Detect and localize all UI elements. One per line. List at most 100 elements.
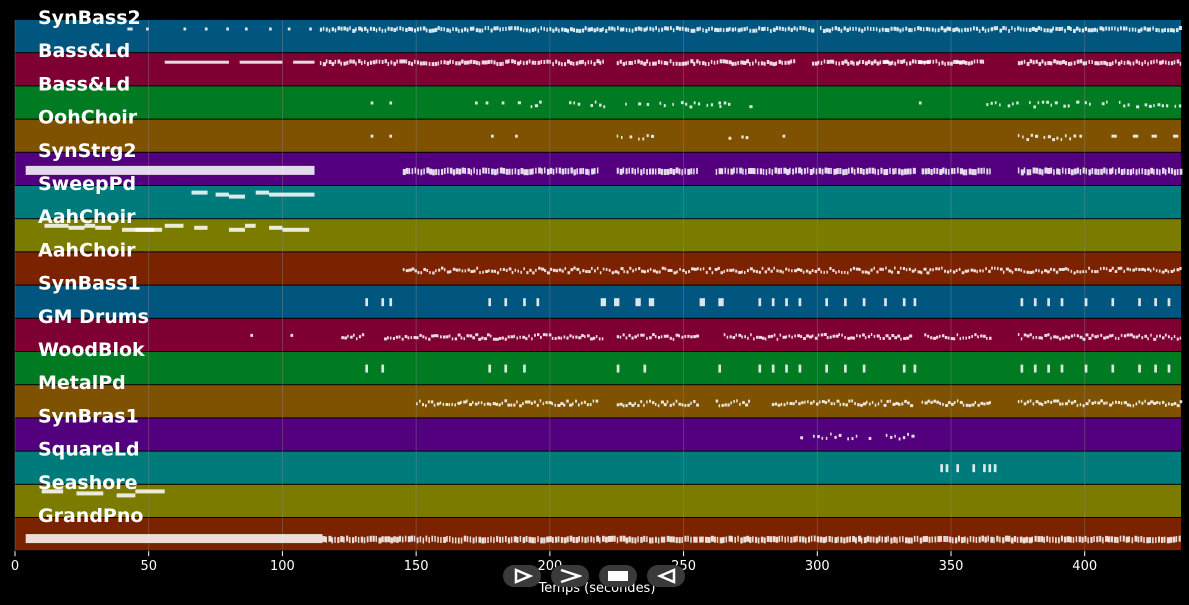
note xyxy=(369,26,372,31)
note xyxy=(783,403,786,407)
note xyxy=(952,537,954,544)
note xyxy=(983,334,986,338)
note xyxy=(1056,168,1060,175)
note xyxy=(678,26,681,31)
note xyxy=(1103,401,1106,405)
note xyxy=(420,271,423,275)
note xyxy=(956,167,959,174)
play-button[interactable] xyxy=(503,565,541,587)
note xyxy=(984,536,987,543)
note xyxy=(1132,61,1135,66)
note xyxy=(670,269,673,273)
note xyxy=(620,267,624,271)
note xyxy=(495,402,499,406)
note xyxy=(1123,61,1126,66)
note xyxy=(1047,400,1050,404)
note xyxy=(1144,103,1148,107)
note xyxy=(928,536,931,543)
note xyxy=(809,168,813,175)
note xyxy=(717,266,720,270)
note xyxy=(1073,271,1076,275)
note xyxy=(575,61,579,66)
note xyxy=(566,336,569,340)
note xyxy=(458,268,461,272)
note xyxy=(941,334,945,338)
note xyxy=(432,271,435,275)
note xyxy=(1156,334,1158,338)
note xyxy=(528,536,532,543)
note xyxy=(959,337,962,341)
note xyxy=(439,401,442,405)
rewind-button[interactable] xyxy=(647,565,685,587)
note xyxy=(1020,364,1024,373)
note xyxy=(390,537,394,544)
note xyxy=(575,399,577,403)
note xyxy=(413,336,417,340)
note xyxy=(791,335,793,339)
note xyxy=(555,269,559,273)
note xyxy=(1123,334,1127,338)
note xyxy=(787,60,791,65)
note xyxy=(763,537,766,544)
note xyxy=(346,535,349,542)
note xyxy=(1011,102,1014,106)
note xyxy=(800,335,803,339)
note xyxy=(405,27,408,32)
note xyxy=(660,168,664,175)
note xyxy=(936,168,939,175)
note xyxy=(1008,269,1012,273)
note xyxy=(1126,333,1130,337)
note xyxy=(564,267,567,271)
note xyxy=(1052,268,1056,272)
note xyxy=(546,27,548,32)
stop-button[interactable] xyxy=(599,565,637,587)
note xyxy=(548,333,552,337)
note xyxy=(554,536,558,543)
note xyxy=(1094,270,1097,274)
note xyxy=(944,62,946,67)
note xyxy=(1097,401,1101,405)
note xyxy=(1096,536,1099,543)
note xyxy=(737,60,739,65)
note xyxy=(1059,337,1062,341)
note xyxy=(958,267,961,271)
forward-button[interactable] xyxy=(551,565,589,587)
note xyxy=(558,61,561,66)
note xyxy=(536,298,540,307)
note xyxy=(567,271,571,275)
note xyxy=(652,168,655,175)
note xyxy=(417,271,420,275)
note xyxy=(501,336,504,340)
note xyxy=(962,169,966,176)
note xyxy=(355,27,357,32)
note xyxy=(1170,337,1173,341)
note xyxy=(1041,403,1044,407)
note xyxy=(820,60,823,65)
note xyxy=(593,61,596,66)
note xyxy=(849,26,851,31)
note xyxy=(640,60,643,65)
note xyxy=(940,26,944,31)
note xyxy=(769,536,773,543)
note xyxy=(1097,61,1100,66)
note xyxy=(1153,59,1155,64)
note xyxy=(777,168,781,175)
note xyxy=(422,61,426,66)
note xyxy=(766,535,770,542)
note xyxy=(557,536,560,543)
note xyxy=(865,400,868,404)
note xyxy=(784,536,786,543)
note xyxy=(663,334,667,338)
note xyxy=(720,271,723,275)
note xyxy=(808,28,811,33)
note xyxy=(1088,59,1090,64)
note xyxy=(434,334,437,338)
note xyxy=(901,402,904,406)
note xyxy=(937,28,940,33)
note xyxy=(608,268,611,272)
note xyxy=(1150,400,1154,404)
note xyxy=(527,400,531,404)
note xyxy=(1084,298,1088,307)
note xyxy=(1007,104,1011,108)
note xyxy=(375,59,378,64)
